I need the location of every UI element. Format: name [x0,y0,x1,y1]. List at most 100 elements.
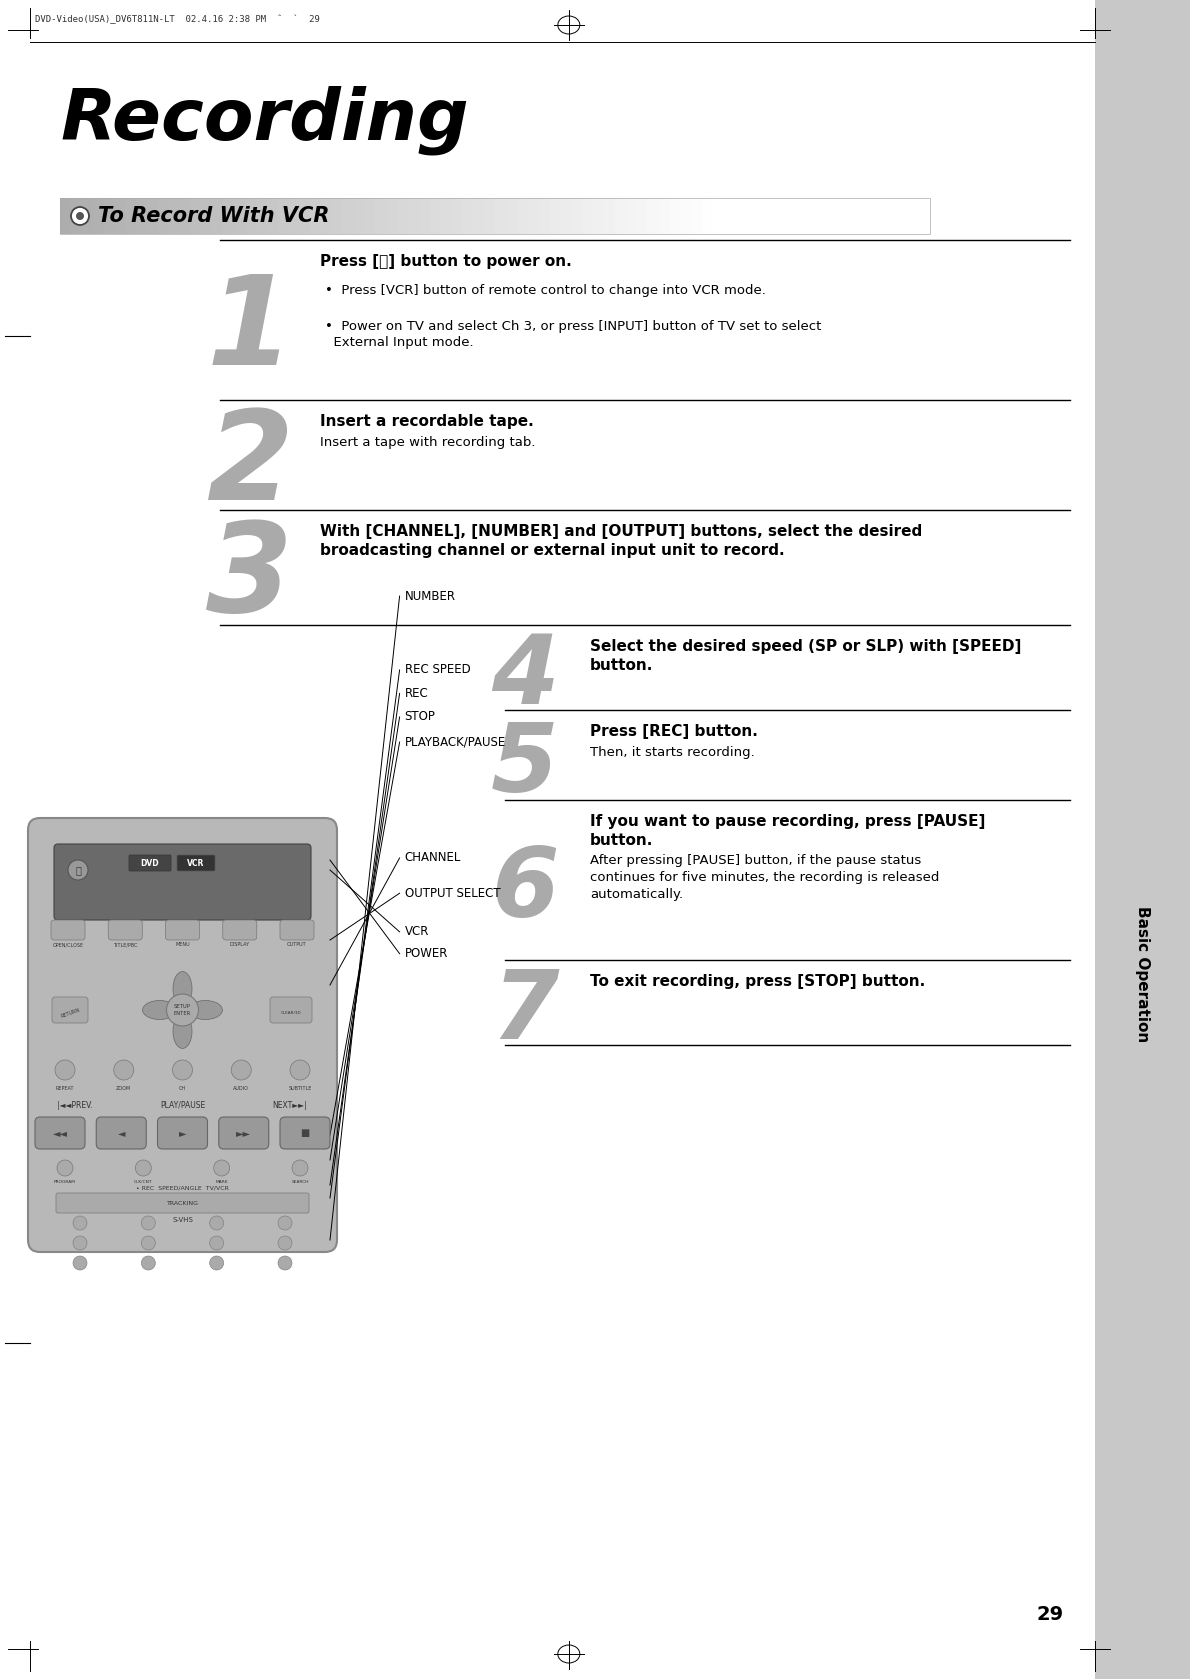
Circle shape [209,1236,224,1249]
Bar [614,198,626,233]
Bar [690,198,702,233]
Bar [148,198,158,233]
Circle shape [68,860,88,880]
Text: Press [REC] button.: Press [REC] button. [590,724,758,739]
Text: ◄: ◄ [118,1128,125,1138]
Text: RETURN: RETURN [60,1007,80,1019]
Bar [364,198,375,233]
Text: After pressing [PAUSE] button, if the pause status
continues for five minutes, t: After pressing [PAUSE] button, if the pa… [590,855,939,902]
Bar [93,198,104,233]
Bar [647,198,658,233]
Text: ⏻: ⏻ [75,865,81,875]
Ellipse shape [188,1001,223,1019]
Text: To exit recording, press [STOP] button.: To exit recording, press [STOP] button. [590,974,926,989]
Circle shape [73,1256,87,1269]
Circle shape [209,1216,224,1231]
Text: OUTPUT: OUTPUT [287,942,307,947]
Text: •  Press [VCR] button of remote control to change into VCR mode.: • Press [VCR] button of remote control t… [325,284,766,297]
Text: MENU: MENU [175,942,190,947]
Bar [136,198,148,233]
Circle shape [114,1059,133,1080]
FancyBboxPatch shape [223,920,257,940]
Circle shape [290,1059,311,1080]
Text: SEARCH: SEARCH [292,1180,308,1184]
Bar [224,198,234,233]
Text: 3: 3 [207,517,294,638]
Bar [408,198,419,233]
Bar [288,198,299,233]
Bar [343,198,353,233]
Circle shape [167,994,199,1026]
FancyBboxPatch shape [52,997,88,1023]
Text: REC SPEED: REC SPEED [405,663,470,677]
Circle shape [278,1236,292,1249]
Text: With [CHANNEL], [NUMBER] and [OUTPUT] buttons, select the desired
broadcasting c: With [CHANNEL], [NUMBER] and [OUTPUT] bu… [320,524,922,557]
Circle shape [76,212,84,220]
Text: OUTPUT SELECT: OUTPUT SELECT [405,887,500,900]
FancyBboxPatch shape [29,818,337,1253]
Bar [495,198,506,233]
Text: CLK/CNT: CLK/CNT [134,1180,152,1184]
Text: 6: 6 [491,843,559,937]
Text: TITLE/PBC: TITLE/PBC [113,942,138,947]
Bar [669,198,679,233]
Text: CHANNEL: CHANNEL [405,851,461,865]
Bar [679,198,690,233]
Text: PROGRAM: PROGRAM [54,1180,76,1184]
Circle shape [55,1059,75,1080]
Circle shape [57,1160,73,1175]
Text: POWER: POWER [405,947,447,960]
Bar [484,198,495,233]
FancyBboxPatch shape [108,920,143,940]
FancyBboxPatch shape [56,1194,309,1212]
Bar [60,198,931,233]
Text: Insert a recordable tape.: Insert a recordable tape. [320,415,534,430]
Bar [71,198,82,233]
FancyBboxPatch shape [157,1117,207,1148]
Text: ■: ■ [300,1128,309,1138]
Bar [516,198,527,233]
Bar [474,198,484,233]
Bar [506,198,516,233]
FancyBboxPatch shape [280,920,314,940]
Text: Press [⏻] button to power on.: Press [⏻] button to power on. [320,254,571,269]
Text: ►►: ►► [237,1128,251,1138]
Circle shape [142,1236,156,1249]
Text: CH: CH [178,1086,186,1091]
Text: To Record With VCR: To Record With VCR [98,207,330,227]
Text: Recording: Recording [60,86,469,154]
Text: 4: 4 [491,631,559,724]
FancyBboxPatch shape [270,997,312,1023]
FancyBboxPatch shape [51,920,84,940]
Text: S-VHS: S-VHS [173,1217,193,1222]
Bar [451,198,463,233]
Text: 7: 7 [491,965,559,1059]
Text: REPEAT: REPEAT [56,1086,74,1091]
Bar [626,198,637,233]
Bar [713,198,931,233]
Bar [277,198,288,233]
Bar [560,198,571,233]
Bar [419,198,430,233]
Bar [104,198,114,233]
Bar [321,198,332,233]
FancyBboxPatch shape [54,845,311,920]
Bar [550,198,560,233]
Bar [256,198,267,233]
Text: Insert a tape with recording tab.: Insert a tape with recording tab. [320,437,536,448]
Bar [582,198,593,233]
Circle shape [278,1216,292,1231]
Text: OPEN/CLOSE: OPEN/CLOSE [52,942,83,947]
Text: TRACKING: TRACKING [167,1200,199,1206]
Bar [593,198,603,233]
Bar [201,198,212,233]
Text: REC: REC [405,687,428,700]
Circle shape [71,207,89,225]
Text: Select the desired speed (SP or SLP) with [SPEED]
button.: Select the desired speed (SP or SLP) wit… [590,640,1021,673]
Bar [430,198,440,233]
Circle shape [231,1059,251,1080]
Circle shape [278,1256,292,1269]
Circle shape [292,1160,308,1175]
Text: VCR: VCR [405,925,428,939]
Circle shape [142,1216,156,1231]
